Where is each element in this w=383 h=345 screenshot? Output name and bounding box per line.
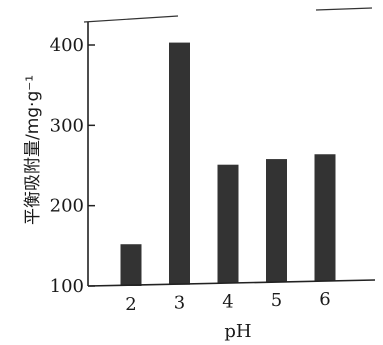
x-axis: [87, 279, 376, 287]
frame-top-right: [315, 7, 373, 11]
bar-6: [314, 154, 336, 281]
x-tick-label: 3: [174, 293, 185, 314]
y-tick-label: 300: [50, 115, 84, 136]
x-tick-label: 5: [271, 290, 282, 311]
y-tick-label: 100: [50, 276, 84, 297]
x-axis-line: [87, 279, 376, 287]
x-axis-title: pH: [224, 321, 251, 342]
x-tick-label: 6: [319, 289, 330, 310]
y-axis-title: 平衡吸附量/mg·g⁻¹: [23, 75, 43, 225]
bar-5: [266, 159, 287, 283]
frame-top-left: [83, 15, 179, 23]
bar-2: [120, 244, 142, 286]
plot-frame: [83, 7, 373, 23]
bar-3: [169, 42, 190, 285]
y-tick-label: 200: [50, 196, 84, 217]
x-tick-label: 2: [125, 294, 136, 315]
x-tick-label: 4: [222, 291, 233, 312]
bars-group: [120, 42, 336, 286]
y-tick-label: 400: [50, 35, 84, 56]
y-ticks: 100 200 300 400: [50, 35, 95, 297]
bar-4: [217, 164, 239, 284]
x-ticks: 2 3 4 5 6: [125, 289, 330, 315]
